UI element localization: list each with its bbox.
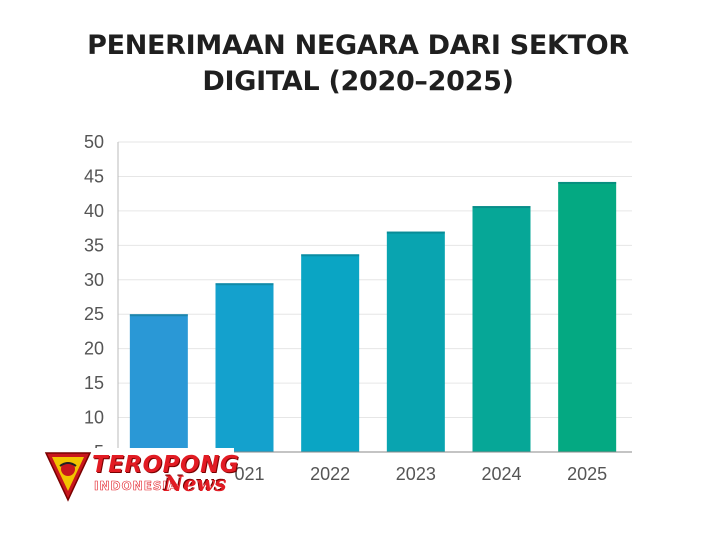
x-tick-label: 2024 xyxy=(481,464,521,484)
y-axis-ticks: 5101520253035404550 xyxy=(84,132,104,462)
x-tick-label: 2022 xyxy=(310,464,350,484)
bar-top-edge-2025 xyxy=(558,181,617,184)
y-tick-label: 20 xyxy=(84,339,104,359)
bar-2020 xyxy=(129,314,188,452)
shield-logo-icon xyxy=(44,452,92,502)
watermark-news: News xyxy=(164,471,227,496)
y-tick-label: 10 xyxy=(84,408,104,428)
x-tick-label: 2021 xyxy=(224,464,264,484)
bar-2022 xyxy=(301,254,360,452)
bar-top-edge-2022 xyxy=(301,254,360,257)
bar-top-edge-2020 xyxy=(129,314,188,317)
chart-title-line-1: PENERIMAAN NEGARA DARI SEKTOR xyxy=(87,30,629,61)
y-tick-label: 45 xyxy=(84,166,104,186)
bar-top-edge-2023 xyxy=(386,231,445,234)
bar-2021 xyxy=(215,283,274,452)
bar-2025 xyxy=(558,181,617,452)
gridlines xyxy=(118,141,632,453)
chart-title-line-2: DIGITAL (2020–2025) xyxy=(202,66,514,97)
y-tick-label: 25 xyxy=(84,304,104,324)
y-tick-label: 15 xyxy=(84,373,104,393)
chart-title: PENERIMAAN NEGARA DARI SEKTOR DIGITAL (2… xyxy=(0,28,716,100)
x-tick-label: 2025 xyxy=(567,464,607,484)
watermark-brand: TEROPONG xyxy=(92,452,240,478)
y-tick-label: 35 xyxy=(84,235,104,255)
bar-2024 xyxy=(472,206,531,452)
bar-top-edge-2021 xyxy=(215,283,274,286)
bars xyxy=(129,181,617,452)
bar-2023 xyxy=(386,231,445,452)
teropong-news-watermark: TEROPONG INDONESIA News xyxy=(44,448,239,504)
y-tick-label: 30 xyxy=(84,270,104,290)
y-tick-label: 50 xyxy=(84,132,104,152)
x-tick-label: 2023 xyxy=(396,464,436,484)
bar-top-edge-2024 xyxy=(472,206,531,209)
y-tick-label: 40 xyxy=(84,201,104,221)
watermark-country: INDONESIA xyxy=(94,479,179,494)
